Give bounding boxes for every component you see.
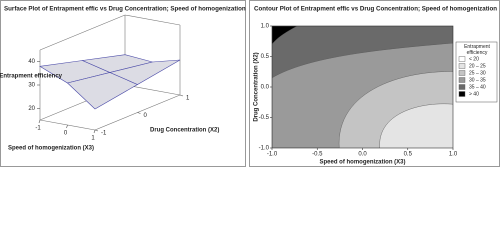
x-tick <box>93 129 96 134</box>
legend-label: > 40 <box>469 91 479 97</box>
y-tick <box>94 129 99 132</box>
chart-title: Surface Plot of Entrapment effic vs Drug… <box>4 6 246 13</box>
x-axis-label: Speed of homogenization (X3) <box>319 160 405 166</box>
legend-swatch <box>458 77 466 83</box>
y-tick-label: -1.0 <box>259 146 270 152</box>
z-axis-label: Entrapment efficiency <box>0 74 63 80</box>
legend-swatch <box>458 84 466 90</box>
contour-band <box>379 103 453 148</box>
x-tick-label: -0.5 <box>312 152 323 158</box>
x-tick-label: -1 <box>35 126 41 132</box>
x-tick <box>38 119 41 124</box>
z-tick-label: 30 <box>28 83 35 89</box>
y-tick <box>137 112 141 114</box>
x-tick-label: 1 <box>91 136 95 142</box>
x-tick-label: -1.0 <box>267 152 278 158</box>
chart-title: Contour Plot of Entrapment effic vs Drug… <box>254 6 497 13</box>
charts: Surface Plot of Entrapment effic vs Drug… <box>0 0 500 167</box>
legend-swatch <box>458 91 466 97</box>
y-axis-label: Drug Concentration (X2) <box>150 128 219 134</box>
y-tick-label: -0.5 <box>259 115 270 121</box>
legend-label: 25 – 30 <box>469 70 486 76</box>
box-edge <box>39 14 126 51</box>
x-tick <box>66 124 68 129</box>
legend-swatch <box>458 56 466 62</box>
x-tick-label: 1.0 <box>449 152 458 158</box>
legend-label: 20 – 25 <box>469 63 486 69</box>
y-axis-label: Drug Concentration (X2) <box>254 52 260 121</box>
y-tick-label: 0.5 <box>261 54 270 60</box>
box-edge <box>124 14 181 26</box>
x-tick-label: 0.5 <box>404 152 413 158</box>
y-tick-label: 1.0 <box>261 24 270 30</box>
page: Surface Plot of Entrapment effic vs Drug… <box>0 0 500 167</box>
legend-title: Entrapment efficiency <box>464 44 490 56</box>
x-tick-label: 0.0 <box>358 152 367 158</box>
legend-swatch <box>458 70 466 76</box>
surface-patch <box>109 59 181 85</box>
y-tick <box>179 94 184 97</box>
legend-label: 35 – 40 <box>469 84 486 90</box>
z-tick-label: 20 <box>28 106 35 112</box>
contour-band <box>272 26 453 79</box>
z-tick-label: 40 <box>28 59 35 65</box>
y-tick-label: 0.0 <box>261 85 270 91</box>
y-tick-label: -1 <box>101 131 107 137</box>
legend-label: < 20 <box>469 56 479 62</box>
x-tick-label: 0 <box>64 131 68 137</box>
y-tick-label: 0 <box>144 113 148 119</box>
legend-label: 30 – 35 <box>469 77 486 83</box>
y-tick-label: 1 <box>186 96 190 102</box>
legend-swatch <box>458 63 466 69</box>
x-axis-label: Speed of homogenization (X3) <box>8 146 94 152</box>
